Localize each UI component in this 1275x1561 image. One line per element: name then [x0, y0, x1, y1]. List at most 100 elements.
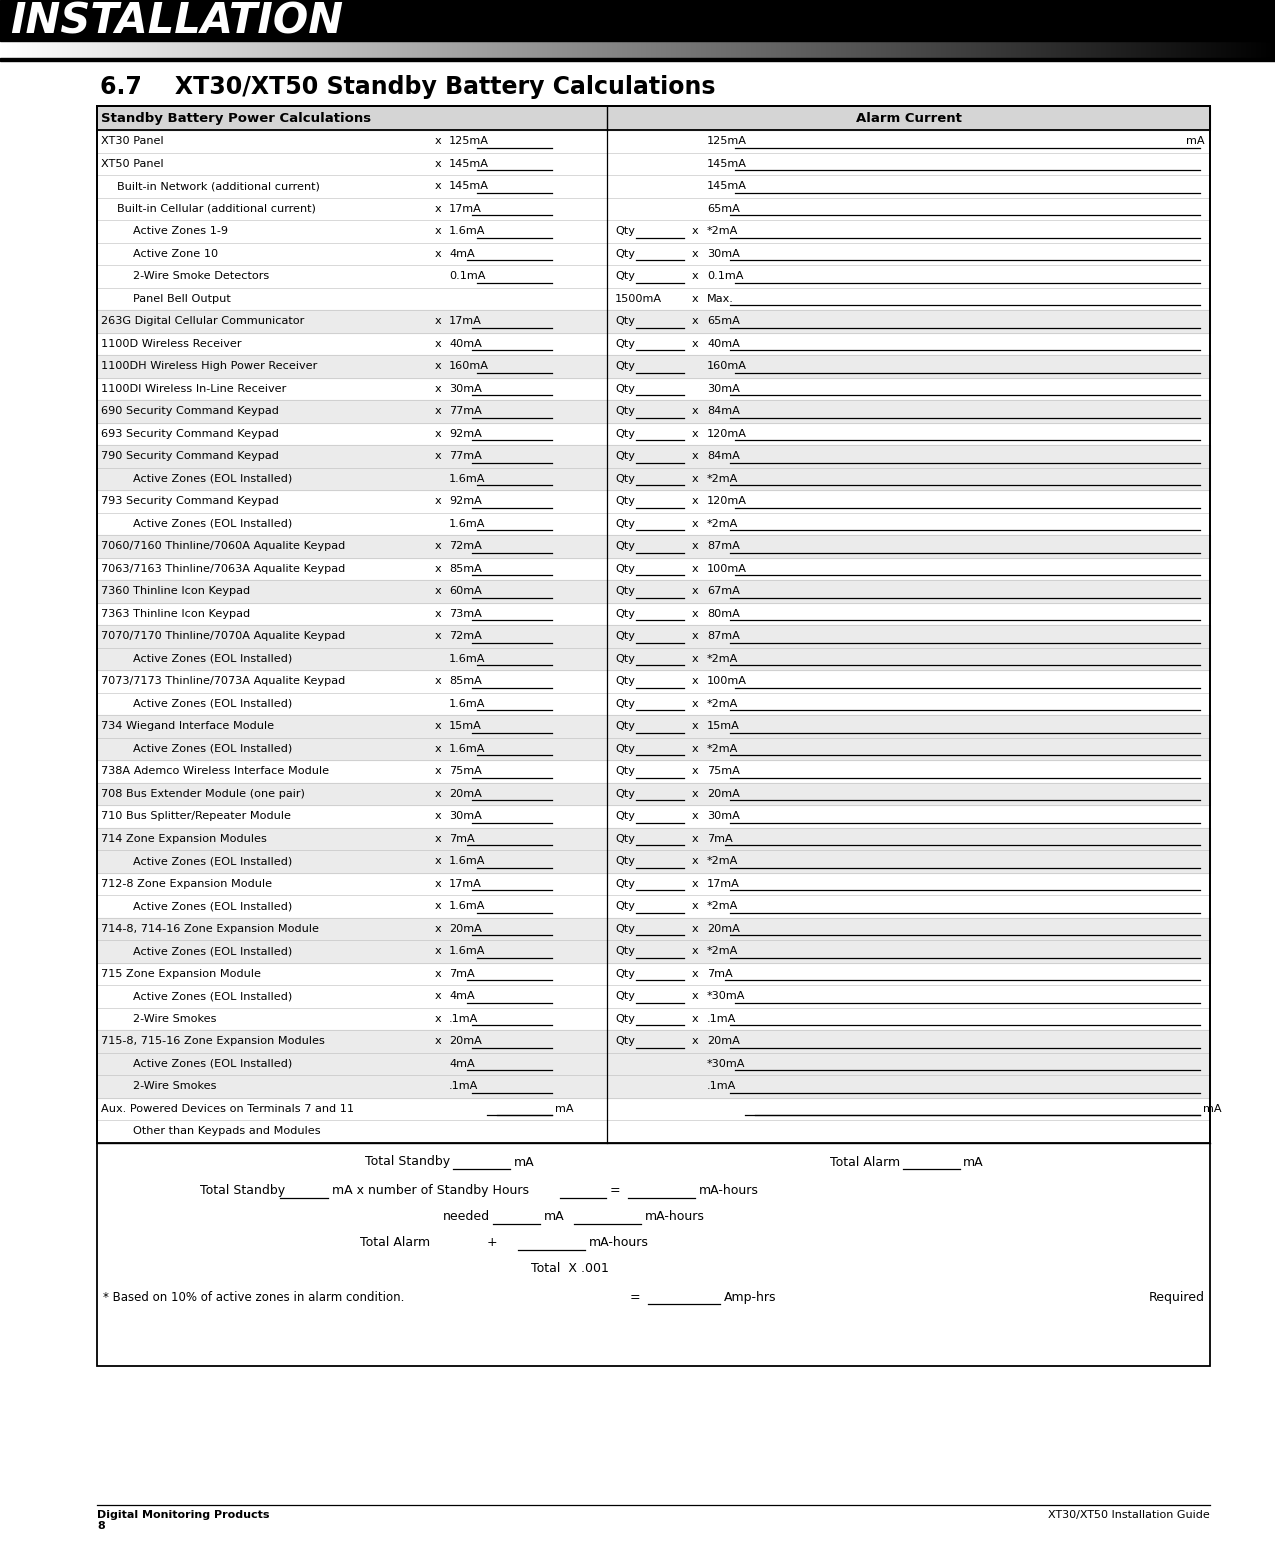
Bar [97, 827, 1210, 851]
Text: 1.6mA: 1.6mA [449, 654, 486, 663]
Text: x: x [692, 946, 699, 957]
Text: 77mA: 77mA [449, 451, 482, 460]
Text: x: x [435, 317, 441, 326]
Text: Active Zones (EOL Installed): Active Zones (EOL Installed) [133, 699, 292, 709]
Text: Alarm Current: Alarm Current [856, 111, 961, 125]
Text: x: x [435, 1037, 441, 1046]
Text: 1.6mA: 1.6mA [449, 518, 486, 529]
Text: *2mA: *2mA [708, 226, 738, 236]
Text: 30mA: 30mA [449, 384, 482, 393]
Text: Built-in Network (additional current): Built-in Network (additional current) [117, 181, 320, 192]
Text: Qty: Qty [615, 518, 635, 529]
Text: 2-Wire Smoke Detectors: 2-Wire Smoke Detectors [133, 272, 269, 281]
Text: 17mA: 17mA [449, 317, 482, 326]
Text: x: x [692, 518, 699, 529]
Text: mA-hours: mA-hours [699, 1185, 759, 1197]
Text: 0.1mA: 0.1mA [708, 272, 743, 281]
Text: x: x [692, 676, 699, 687]
Text: Qty: Qty [615, 564, 635, 574]
Text: x: x [435, 766, 441, 776]
Text: x: x [692, 564, 699, 574]
Bar [97, 1030, 1210, 1052]
Text: 92mA: 92mA [449, 429, 482, 439]
Text: 75mA: 75mA [708, 766, 740, 776]
Text: x: x [692, 339, 699, 348]
Text: Active Zone 10: Active Zone 10 [133, 248, 218, 259]
Text: 17mA: 17mA [449, 204, 482, 214]
Text: 7363 Thinline Icon Keypad: 7363 Thinline Icon Keypad [101, 609, 250, 618]
Text: 7360 Thinline Icon Keypad: 7360 Thinline Icon Keypad [101, 587, 250, 596]
Text: .1mA: .1mA [708, 1013, 737, 1024]
Text: Required: Required [1149, 1291, 1205, 1303]
Text: x: x [692, 272, 699, 281]
Text: *2mA: *2mA [708, 473, 738, 484]
Text: 17mA: 17mA [708, 879, 740, 888]
Bar [97, 715, 1210, 737]
Text: 4mA: 4mA [449, 991, 474, 1001]
Text: 714 Zone Expansion Modules: 714 Zone Expansion Modules [101, 834, 266, 845]
Text: x: x [692, 788, 699, 799]
Text: 1.6mA: 1.6mA [449, 857, 486, 866]
Text: 708 Bus Extender Module (one pair): 708 Bus Extender Module (one pair) [101, 788, 305, 799]
Text: 65mA: 65mA [708, 204, 740, 214]
Text: Aux. Powered Devices on Terminals 7 and 11: Aux. Powered Devices on Terminals 7 and … [101, 1104, 354, 1113]
Text: Qty: Qty [615, 361, 635, 372]
Text: 125mA: 125mA [708, 136, 747, 147]
Text: Qty: Qty [615, 743, 635, 754]
Text: Standby Battery Power Calculations: Standby Battery Power Calculations [101, 111, 371, 125]
Text: x: x [435, 788, 441, 799]
Text: x: x [435, 248, 441, 259]
Text: x: x [435, 451, 441, 460]
Bar [97, 851, 1210, 873]
Text: x: x [692, 879, 699, 888]
Text: x: x [692, 743, 699, 754]
Text: XT50 Panel: XT50 Panel [101, 159, 163, 169]
Text: Qty: Qty [615, 991, 635, 1001]
Text: Qty: Qty [615, 473, 635, 484]
Text: Qty: Qty [615, 406, 635, 417]
Text: x: x [692, 901, 699, 912]
Text: 20mA: 20mA [449, 788, 482, 799]
Bar [97, 918, 1210, 940]
Bar [97, 354, 1210, 378]
Text: Digital Monitoring Products: Digital Monitoring Products [97, 1509, 269, 1520]
Text: .1mA: .1mA [449, 1082, 478, 1091]
Text: 6.7    XT30/XT50 Standby Battery Calculations: 6.7 XT30/XT50 Standby Battery Calculatio… [99, 75, 715, 98]
Bar [97, 782, 1210, 805]
Text: *2mA: *2mA [708, 901, 738, 912]
Text: x: x [435, 721, 441, 731]
Text: 100mA: 100mA [708, 676, 747, 687]
Text: Amp-hrs: Amp-hrs [724, 1291, 776, 1303]
Text: 145mA: 145mA [449, 181, 490, 192]
Text: 80mA: 80mA [708, 609, 740, 618]
Text: 77mA: 77mA [449, 406, 482, 417]
Text: Built-in Cellular (additional current): Built-in Cellular (additional current) [117, 204, 316, 214]
Text: 1.6mA: 1.6mA [449, 901, 486, 912]
Text: x: x [692, 406, 699, 417]
Text: Qty: Qty [615, 248, 635, 259]
Text: x: x [435, 991, 441, 1001]
Text: 92mA: 92mA [449, 496, 482, 506]
Text: 712-8 Zone Expansion Module: 712-8 Zone Expansion Module [101, 879, 272, 888]
Text: 40mA: 40mA [449, 339, 482, 348]
Text: XT30 Panel: XT30 Panel [101, 136, 163, 147]
Text: Qty: Qty [615, 788, 635, 799]
Text: Qty: Qty [615, 1037, 635, 1046]
Text: 30mA: 30mA [708, 812, 740, 821]
Text: x: x [435, 159, 441, 169]
Text: mA: mA [544, 1210, 565, 1224]
Text: INSTALLATION: INSTALLATION [10, 0, 343, 42]
Text: *2mA: *2mA [708, 743, 738, 754]
Text: x: x [435, 204, 441, 214]
Text: 1.6mA: 1.6mA [449, 473, 486, 484]
Text: Qty: Qty [615, 587, 635, 596]
Bar [97, 535, 1210, 557]
Text: Qty: Qty [615, 451, 635, 460]
Text: x: x [435, 946, 441, 957]
Text: x: x [692, 1013, 699, 1024]
Text: x: x [435, 879, 441, 888]
Text: Active Zones (EOL Installed): Active Zones (EOL Installed) [133, 946, 292, 957]
Text: x: x [692, 991, 699, 1001]
Text: x: x [692, 473, 699, 484]
Bar [97, 106, 1210, 1366]
